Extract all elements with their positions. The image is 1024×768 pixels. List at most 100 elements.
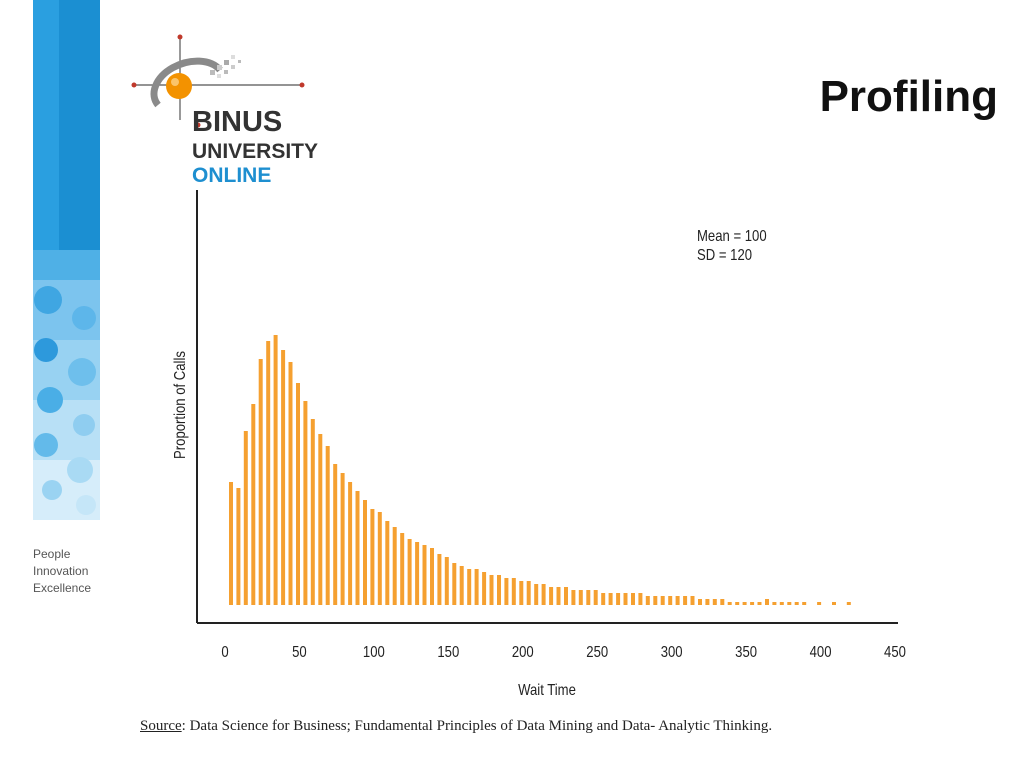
- histogram-bar: [266, 341, 271, 605]
- histogram-bar: [593, 590, 598, 605]
- histogram-bar: [422, 545, 427, 605]
- histogram-bar: [556, 587, 561, 605]
- binus-logo-mark: [131, 34, 305, 128]
- histogram-bar: [660, 596, 665, 605]
- histogram-bar: [675, 596, 680, 605]
- histogram-bar: [638, 593, 643, 605]
- x-tick-label: 50: [292, 644, 307, 661]
- histogram-bar: [243, 431, 248, 605]
- histogram-bar: [415, 542, 420, 605]
- histogram-bar: [623, 593, 628, 605]
- source-text: : Data Science for Business; Fundamental…: [181, 718, 773, 734]
- histogram-bar: [645, 596, 650, 605]
- histogram-bar: [467, 569, 472, 605]
- histogram-bar: [497, 575, 501, 605]
- sidebar-pattern: [33, 0, 100, 520]
- sidebar-decoration: People Innovation Excellence: [0, 0, 110, 768]
- histogram-bar: [236, 488, 241, 605]
- x-tick-label: 400: [810, 644, 832, 661]
- tagline: People Innovation Excellence: [33, 546, 91, 597]
- histogram-bar: [586, 590, 591, 605]
- histogram-bar: [668, 596, 673, 605]
- histogram-bar: [765, 599, 769, 605]
- histogram-bar: [482, 572, 487, 605]
- histogram-bar: [578, 590, 583, 605]
- annotation-sd: SD = 120: [697, 247, 752, 264]
- tagline-line-2: Innovation: [33, 564, 89, 578]
- histogram-bar: [526, 581, 531, 605]
- wait-time-histogram: 0 50 100 150 200 250 300 350 400 450 Wait Time Pr…: [172, 190, 906, 699]
- histogram-bar: [779, 602, 784, 605]
- histogram-bar: [541, 584, 546, 605]
- histogram-bar: [712, 599, 717, 605]
- histogram-bar: [787, 602, 792, 605]
- histogram-bar: [772, 602, 777, 605]
- histogram-bar: [377, 512, 382, 605]
- histogram-bar: [705, 599, 710, 605]
- x-tick-label: 150: [437, 644, 459, 661]
- x-tick-label: 350: [735, 644, 757, 661]
- histogram-bar: [735, 602, 740, 605]
- x-tick-labels: 0 50 100 150 200 250 300 350 400 450: [221, 644, 906, 661]
- histogram-bar: [296, 383, 300, 605]
- x-tick-label: 250: [586, 644, 608, 661]
- histogram-bar: [601, 593, 606, 605]
- histogram-bar: [444, 557, 449, 605]
- histogram-bar: [489, 575, 494, 605]
- source-citation: Source: Data Science for Business; Funda…: [140, 718, 772, 735]
- histogram-bar: [698, 599, 702, 605]
- histogram-bar: [303, 401, 308, 605]
- histogram-bar: [794, 602, 799, 605]
- source-label: Source: [140, 718, 182, 734]
- tagline-line-1: People: [33, 547, 71, 561]
- histogram-bar: [310, 419, 315, 605]
- histogram-bar: [474, 569, 479, 605]
- histogram-bar: [534, 584, 539, 605]
- histogram-bar: [333, 464, 338, 605]
- histogram-bar: [318, 434, 323, 605]
- histogram-bar: [385, 521, 390, 605]
- histogram-bar: [355, 491, 360, 605]
- logo-text-university: UNIVERSITY: [192, 140, 319, 163]
- histogram-bar: [564, 587, 568, 605]
- slide-title: Profiling: [819, 72, 998, 121]
- x-tick-label: 100: [363, 644, 385, 661]
- annotation-mean: Mean = 100: [697, 228, 767, 245]
- histogram-bar: [720, 599, 725, 605]
- histogram-bars: [229, 335, 851, 605]
- histogram-bar: [631, 593, 635, 605]
- histogram-bar: [616, 593, 621, 605]
- x-axis-label: Wait Time: [518, 682, 576, 699]
- histogram-bar: [846, 602, 851, 605]
- histogram-bar: [653, 596, 658, 605]
- histogram-bar: [608, 593, 613, 605]
- histogram-bar: [571, 590, 576, 605]
- histogram-bar: [363, 500, 367, 605]
- histogram-bar: [549, 587, 554, 605]
- histogram-bar: [229, 482, 233, 605]
- y-axis-label: Proportion of Calls: [172, 351, 189, 459]
- histogram-bar: [727, 602, 732, 605]
- x-tick-label: 0: [221, 644, 228, 661]
- histogram-bar: [452, 563, 457, 605]
- histogram-bar: [817, 602, 822, 605]
- x-tick-label: 200: [512, 644, 534, 661]
- histogram-bar: [459, 566, 464, 605]
- logo-text-online: ONLINE: [192, 164, 272, 187]
- histogram-bar: [325, 446, 330, 605]
- histogram-bar: [519, 581, 524, 605]
- histogram-bar: [742, 602, 747, 605]
- histogram-bar: [370, 509, 375, 605]
- histogram-bar: [832, 602, 836, 605]
- histogram-bar: [251, 404, 256, 605]
- x-tick-label: 300: [661, 644, 683, 661]
- histogram-bar: [288, 362, 293, 605]
- histogram-bar: [511, 578, 516, 605]
- histogram-bar: [392, 527, 397, 605]
- histogram-bar: [802, 602, 807, 605]
- histogram-bar: [690, 596, 695, 605]
- histogram-bar: [340, 473, 345, 605]
- histogram-bar: [258, 359, 263, 605]
- histogram-bar: [750, 602, 755, 605]
- histogram-bar: [504, 578, 509, 605]
